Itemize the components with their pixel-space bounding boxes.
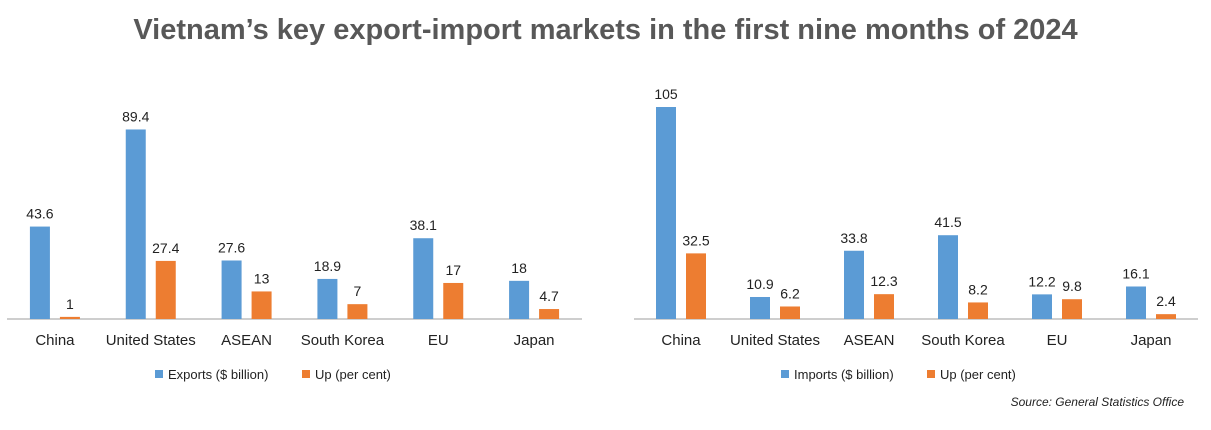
exports-bar-growth-1 [155, 260, 176, 319]
exports-legend-swatch-0 [155, 370, 163, 378]
imports-data-label-1-2: 12.3 [870, 273, 897, 289]
exports-bar-growth-3 [347, 304, 368, 319]
imports-category-label-2: ASEAN [844, 332, 895, 349]
exports-data-label-1-1: 27.4 [152, 240, 179, 256]
exports-data-label-0-1: 89.4 [122, 108, 149, 124]
exports-chart: 43.6 1 China 89.4 27.4 United States 27.6 13 ASE… [7, 108, 582, 382]
imports-bar-value-1 [750, 296, 770, 319]
exports-bar-growth-4 [443, 282, 464, 319]
imports-bar-value-5 [1126, 286, 1146, 319]
imports-bar-growth-3 [968, 302, 988, 319]
exports-data-label-1-0: 1 [66, 296, 74, 312]
exports-bar-value-3 [317, 278, 338, 319]
imports-legend-swatch-1 [927, 370, 935, 378]
imports-data-label-0-0: 105 [654, 86, 678, 102]
imports-category-label-4: EU [1047, 332, 1068, 349]
chart-title: Vietnam’s key export-import markets in t… [133, 14, 1078, 46]
exports-data-label-0-5: 18 [511, 260, 527, 276]
imports-bar-value-2 [844, 250, 864, 319]
exports-category-label-1: United States [106, 332, 196, 349]
imports-data-label-0-1: 10.9 [746, 276, 773, 292]
exports-data-label-0-4: 38.1 [410, 217, 437, 233]
imports-data-label-1-1: 6.2 [780, 285, 800, 301]
exports-data-label-0-3: 18.9 [314, 258, 341, 274]
imports-bar-growth-2 [874, 294, 894, 319]
imports-bar-value-0 [656, 107, 676, 319]
exports-data-label-1-5: 4.7 [539, 288, 559, 304]
imports-bar-value-3 [938, 235, 958, 319]
imports-bar-growth-1 [780, 306, 800, 319]
exports-bar-value-0 [29, 226, 50, 319]
exports-category-label-5: Japan [514, 332, 555, 349]
exports-bar-growth-2 [251, 291, 272, 319]
source-note: Source: General Statistics Office [1010, 395, 1184, 409]
imports-chart: 105 32.5 China 10.9 6.2 United States 33.8 12.3… [634, 86, 1198, 382]
exports-category-label-0: China [35, 332, 75, 349]
exports-data-label-1-4: 17 [445, 262, 461, 278]
exports-legend-swatch-1 [302, 370, 310, 378]
imports-bar-growth-0 [686, 253, 706, 319]
exports-legend-label-0: Exports ($ billion) [168, 367, 268, 382]
exports-data-label-0-2: 27.6 [218, 239, 245, 255]
imports-data-label-1-0: 32.5 [682, 232, 709, 248]
imports-legend-swatch-0 [781, 370, 789, 378]
exports-bar-growth-0 [59, 316, 80, 319]
imports-data-label-0-4: 12.2 [1028, 273, 1055, 289]
imports-data-label-0-3: 41.5 [934, 214, 961, 230]
imports-data-label-1-5: 2.4 [1156, 293, 1176, 309]
imports-category-label-1: United States [730, 332, 820, 349]
imports-bar-value-4 [1032, 294, 1052, 319]
imports-category-label-3: South Korea [921, 332, 1005, 349]
exports-bar-value-1 [125, 129, 146, 319]
exports-data-label-1-2: 13 [254, 270, 270, 286]
imports-bar-growth-5 [1156, 314, 1176, 319]
exports-category-label-2: ASEAN [221, 332, 272, 349]
exports-category-label-3: South Korea [301, 332, 385, 349]
imports-data-label-1-4: 9.8 [1062, 278, 1082, 294]
exports-bar-value-2 [221, 260, 242, 319]
imports-data-label-1-3: 8.2 [968, 281, 988, 297]
imports-legend-label-0: Imports ($ billion) [794, 367, 894, 382]
exports-bar-value-4 [413, 238, 434, 319]
imports-category-label-5: Japan [1131, 332, 1172, 349]
exports-legend-label-1: Up (per cent) [315, 367, 391, 382]
imports-data-label-0-2: 33.8 [840, 230, 867, 246]
exports-data-label-1-3: 7 [354, 283, 362, 299]
imports-legend-label-1: Up (per cent) [940, 367, 1016, 382]
exports-data-label-0-0: 43.6 [26, 206, 53, 222]
exports-bar-value-5 [509, 280, 530, 319]
imports-category-label-0: China [661, 332, 701, 349]
exports-category-label-4: EU [428, 332, 449, 349]
exports-bar-growth-5 [539, 309, 560, 319]
imports-data-label-0-5: 16.1 [1122, 265, 1149, 281]
imports-bar-growth-4 [1062, 299, 1082, 319]
